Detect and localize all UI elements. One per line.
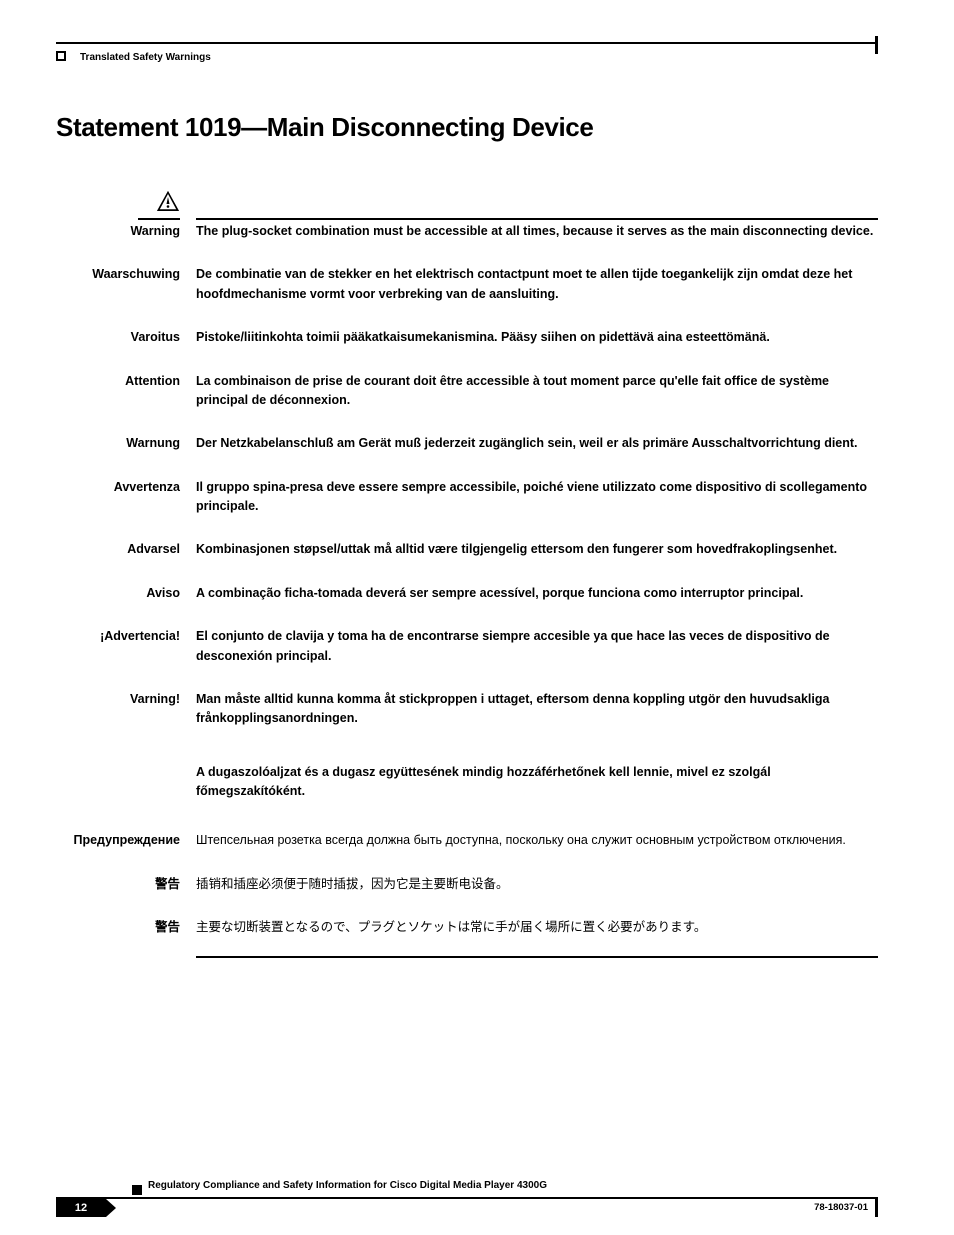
warning-text: Der Netzkabelanschluß am Gerät muß jeder… [196,434,878,453]
warning-row: Предупреждение Штепсельная розетка всегд… [56,831,878,850]
footer-rule [56,1197,878,1199]
warning-text: A combinação ficha-tomada deverá ser sem… [196,584,878,603]
warning-text: 插销和插座必须便于随时插拔，因为它是主要断电设备。 [196,875,878,894]
warning-label: Avvertenza [56,478,196,496]
header-rule [56,42,878,44]
warnings-table: Warning The plug-socket combination must… [56,190,878,958]
warning-label: Varoitus [56,328,196,346]
warning-icon-cell [56,190,196,220]
footer-page-number: 12 [56,1199,106,1217]
warning-text: El conjunto de clavija y toma ha de enco… [196,627,878,666]
warning-row: Avvertenza Il gruppo spina-presa deve es… [56,478,878,517]
warning-label: Aviso [56,584,196,602]
header-section-title: Translated Safety Warnings [80,52,211,63]
warning-label: ¡Advertencia! [56,627,196,645]
warning-triangle-icon [156,190,180,212]
warning-text: La combinaison de prise de courant doit … [196,372,878,411]
warning-text: Il gruppo spina-presa deve essere sempre… [196,478,878,517]
warning-label: Varning! [56,690,196,708]
footer-doc-title: Regulatory Compliance and Safety Informa… [148,1180,547,1191]
warning-text: The plug-socket combination must be acce… [196,222,878,241]
warning-text: Pistoke/liitinkohta toimii pääkatkaisume… [196,328,878,347]
header-marker-box-inner [58,53,64,59]
warnings-bottom-rule [196,956,878,958]
warnings-top-rule [196,218,878,220]
warning-icon-row [56,190,878,220]
warning-row: Varning! Man måste alltid kunna komma åt… [56,690,878,729]
warning-label: Предупреждение [56,831,196,849]
warning-row: Attention La combinaison de prise de cou… [56,372,878,411]
warning-row: Warnung Der Netzkabelanschluß am Gerät m… [56,434,878,453]
icon-underline [138,218,180,220]
warning-row: 警告 插销和插座必须便于随时插拔，因为它是主要断电设备。 [56,875,878,894]
warning-row: A dugaszolóaljzat és a dugasz együttesén… [56,763,878,802]
warning-text: De combinatie van de stekker en het elek… [196,265,878,304]
warning-row: ¡Advertencia! El conjunto de clavija y t… [56,627,878,666]
warning-text: Штепсельная розетка всегда должна быть д… [196,831,878,850]
warning-text: Kombinasjonen støpsel/uttak må alltid væ… [196,540,878,559]
warning-row: Advarsel Kombinasjonen støpsel/uttak må … [56,540,878,559]
warning-label: 警告 [56,918,196,936]
footer-marker-box [132,1185,142,1195]
warning-row: 警告 主要な切断装置となるので、プラグとソケットは常に手が届く場所に置く必要があ… [56,918,878,937]
warning-label: 警告 [56,875,196,893]
footer-crop-mark [875,1199,878,1217]
page-title: Statement 1019—Main Disconnecting Device [56,112,593,143]
warning-label: Attention [56,372,196,390]
warning-row: Varoitus Pistoke/liitinkohta toimii pääk… [56,328,878,347]
warning-label: Warnung [56,434,196,452]
warning-text: Man måste alltid kunna komma åt stickpro… [196,690,878,729]
header-crop-mark [875,36,878,54]
warning-row: Waarschuwing De combinatie van de stekke… [56,265,878,304]
warning-label: Advarsel [56,540,196,558]
warning-row: Aviso A combinação ficha-tomada deverá s… [56,584,878,603]
footer-doc-number: 78-18037-01 [814,1202,868,1213]
warning-row: Warning The plug-socket combination must… [56,222,878,241]
warning-label: Warning [56,222,196,240]
page: Translated Safety Warnings Statement 101… [0,0,954,1235]
warning-text: A dugaszolóaljzat és a dugasz együttesén… [196,763,878,802]
warning-label: Waarschuwing [56,265,196,283]
warning-text: 主要な切断装置となるので、プラグとソケットは常に手が届く場所に置く必要があります… [196,918,878,937]
